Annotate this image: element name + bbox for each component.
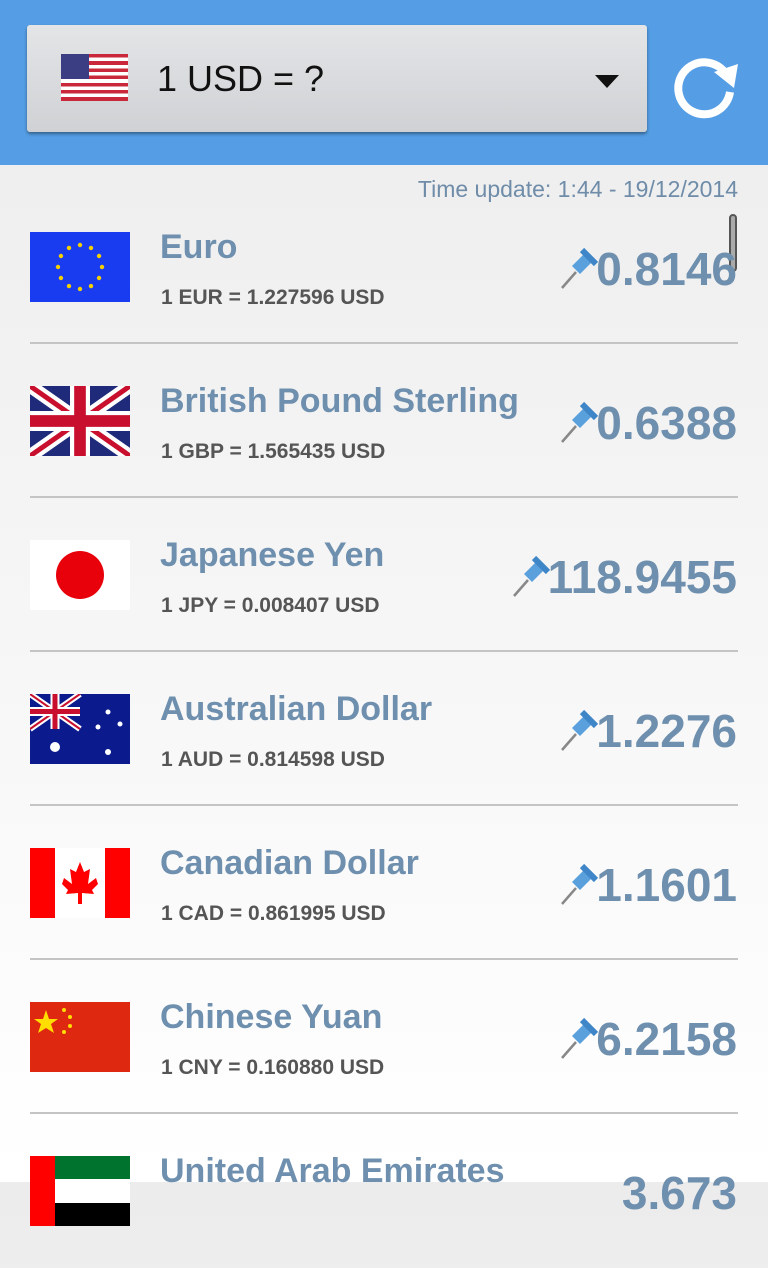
currency-name: Chinese Yuan <box>160 998 383 1036</box>
currency-name: Japanese Yen <box>160 536 385 574</box>
currency-row-cn[interactable]: Chinese Yuan 1 CNY = 0.160880 USD 6.2158 <box>0 960 768 1114</box>
row-divider <box>30 804 738 806</box>
pin-icon[interactable] <box>558 1016 600 1062</box>
base-currency-dropdown[interactable]: 1 USD = ? <box>27 25 647 132</box>
currency-row-au[interactable]: Australian Dollar 1 AUD = 0.814598 USD 1… <box>0 652 768 806</box>
currency-conversion: 1 CNY = 0.160880 USD <box>161 1056 385 1079</box>
rate-value: 3.673 <box>621 1167 737 1219</box>
currency-name: Canadian Dollar <box>160 844 419 882</box>
pin-icon[interactable] <box>558 400 600 446</box>
currency-conversion: 1 GBP = 1.565435 USD <box>161 440 386 463</box>
rate-value: 118.9455 <box>547 551 737 603</box>
currency-name: Australian Dollar <box>160 690 433 728</box>
au-flag-icon <box>30 694 130 764</box>
row-divider <box>30 650 738 652</box>
pin-icon[interactable] <box>510 554 552 600</box>
row-divider <box>30 496 738 498</box>
currency-row-eu[interactable]: Euro 1 EUR = 1.227596 USD 0.8146 <box>0 190 768 344</box>
currency-rate: 1.2276 <box>558 704 737 758</box>
rate-value: 6.2158 <box>596 1013 737 1065</box>
rate-value: 0.6388 <box>596 397 737 449</box>
rate-value: 1.1601 <box>596 859 737 911</box>
ae-flag-icon <box>30 1156 130 1226</box>
row-divider <box>30 1112 738 1114</box>
currency-conversion: 1 AUD = 0.814598 USD <box>161 748 385 771</box>
time-update: Time update: 1:44 - 19/12/2014 <box>417 176 738 202</box>
currency-row-jp[interactable]: Japanese Yen 1 JPY = 0.008407 USD 118.94… <box>0 498 768 652</box>
currency-rate: 1.1601 <box>558 858 737 912</box>
currency-rate: 0.8146 <box>558 242 737 296</box>
currency-conversion: 1 JPY = 0.008407 USD <box>161 594 380 617</box>
scrollbar[interactable] <box>729 214 737 272</box>
currency-row-ca[interactable]: Canadian Dollar 1 CAD = 0.861995 USD 1.1… <box>0 806 768 960</box>
currency-rate: 118.9455 <box>510 550 737 604</box>
refresh-icon[interactable] <box>668 50 740 122</box>
rate-value: 1.2276 <box>596 705 737 757</box>
base-currency-label: 1 USD = ? <box>157 58 325 99</box>
pin-icon[interactable] <box>558 246 600 292</box>
app-header: 1 USD = ? <box>0 0 768 165</box>
pin-icon[interactable] <box>558 862 600 908</box>
currency-rate: 3.673 <box>622 1166 737 1220</box>
rate-value: 0.8146 <box>596 243 737 295</box>
row-divider <box>30 958 738 960</box>
currency-row-ae[interactable]: United Arab Emirates 3.673 <box>0 1114 768 1268</box>
currency-rate: 6.2158 <box>558 1012 737 1066</box>
currency-conversion: 1 CAD = 0.861995 USD <box>161 902 386 925</box>
pin-icon[interactable] <box>558 708 600 754</box>
currency-name: United Arab Emirates <box>160 1152 505 1190</box>
currency-rate: 0.6388 <box>558 396 737 450</box>
gb-flag-icon <box>30 386 130 456</box>
row-divider <box>30 342 738 344</box>
dropdown-arrow-icon <box>595 75 619 88</box>
eu-flag-icon <box>30 232 130 302</box>
currency-name: Euro <box>160 228 238 266</box>
cn-flag-icon <box>30 1002 130 1072</box>
jp-flag-icon <box>30 540 130 610</box>
currency-row-gb[interactable]: British Pound Sterling 1 GBP = 1.565435 … <box>0 344 768 498</box>
ca-flag-icon <box>30 848 130 918</box>
currency-conversion: 1 EUR = 1.227596 USD <box>161 286 385 309</box>
currency-name: British Pound Sterling <box>160 382 519 420</box>
us-flag-icon <box>61 54 128 101</box>
